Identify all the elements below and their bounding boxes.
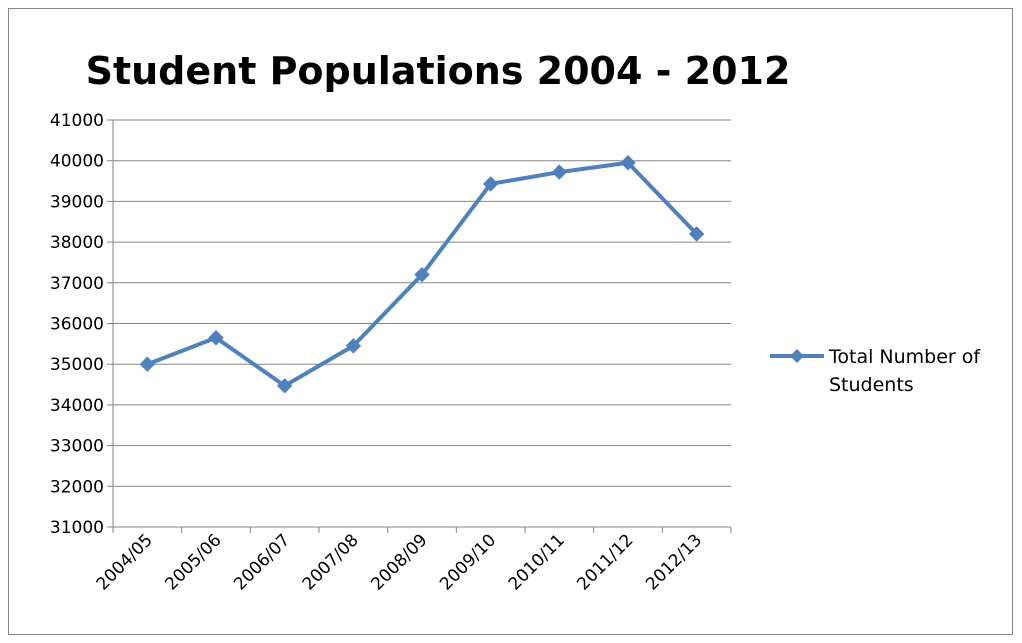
x-tick-label-2008/09: 2008/09 [367,530,431,594]
x-tick-label-2010/11: 2010/11 [505,530,569,594]
y-tick-label-38000: 38000 [50,233,104,253]
legend: Total Number of Students [770,346,981,396]
data-point-2012/13 [688,226,705,242]
x-tick-label-2011/12: 2011/12 [573,530,637,594]
data-point-2006/07 [276,378,293,394]
data-point-2009/10 [482,176,499,192]
x-axis-tick-labels: 2004/05 2005/06 2006/07 2007/08 2008/09 2009/… [93,530,706,594]
y-tick-label-33000: 33000 [50,437,104,457]
data-point-2005/06 [208,330,224,346]
x-tick-label-2005/06: 2005/06 [161,530,225,594]
x-tick-label-2012/13: 2012/13 [642,530,706,594]
axes [107,119,732,533]
series-total-number-of-students [139,155,705,394]
y-tick-label-40000: 40000 [50,152,104,172]
x-tick-label-2006/07: 2006/07 [230,530,294,594]
y-tick-label-32000: 32000 [50,477,104,497]
data-point-2004/05 [139,356,156,372]
legend-label-line-2: Students [829,374,914,396]
legend-marker [790,349,804,363]
gridlines [113,119,731,487]
y-axis-tick-labels: 31000 32000 33000 34000 35000 36000 37000 38000… [50,111,104,538]
y-tick-label-31000: 31000 [50,518,104,538]
y-tick-label-37000: 37000 [50,274,104,294]
data-point-2011/12 [620,155,636,171]
y-tick-label-36000: 36000 [50,315,104,335]
x-tick-label-2004/05: 2004/05 [93,530,157,594]
legend-label-line-1: Total Number of [828,346,981,368]
data-point-2007/08 [345,338,362,354]
y-tick-label-34000: 34000 [50,396,104,416]
data-point-2010/11 [551,164,568,180]
y-tick-label-35000: 35000 [50,355,104,375]
chart-title: Student Populations 2004 - 2012 [86,49,791,93]
x-tick-label-2009/10: 2009/10 [436,530,500,594]
data-point-2008/09 [414,266,430,283]
y-tick-label-39000: 39000 [50,192,104,212]
chart-area [8,8,1013,635]
x-tick-label-2007/08: 2007/08 [299,530,363,594]
y-tick-label-41000: 41000 [50,111,104,131]
